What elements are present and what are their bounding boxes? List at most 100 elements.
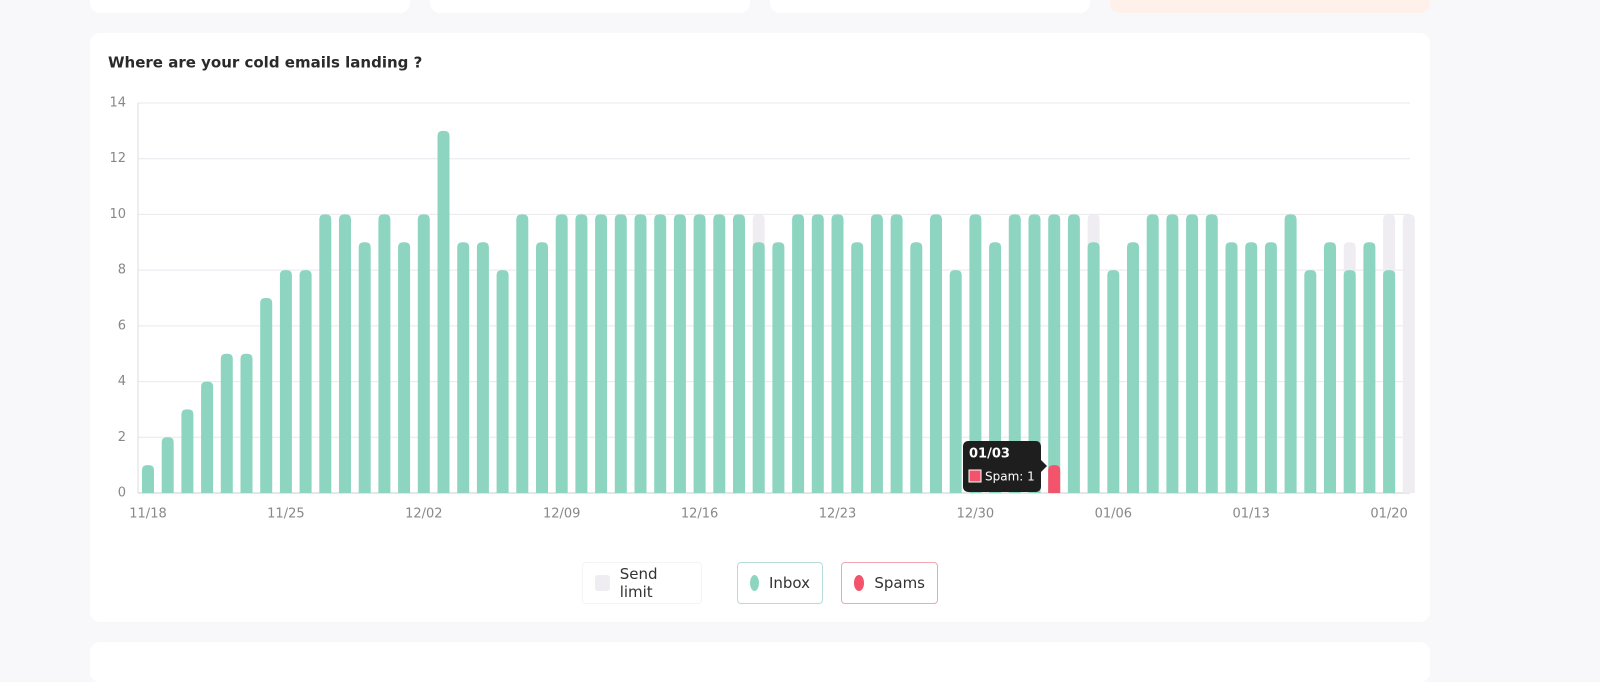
bar — [142, 465, 154, 493]
y-tick-label: 4 — [118, 374, 126, 389]
stat-card — [430, 0, 750, 13]
bar — [1166, 214, 1179, 493]
bar — [1048, 214, 1061, 493]
x-tick-label: 01/20 — [1370, 507, 1407, 522]
bar — [378, 214, 391, 493]
bar — [1383, 270, 1396, 493]
tooltip-title: 01/03 — [969, 447, 1010, 462]
bar — [1205, 214, 1218, 493]
legend-label: Spams — [874, 574, 925, 592]
bar — [949, 270, 962, 493]
bar — [1028, 214, 1041, 493]
legend-label: Send limit — [619, 565, 658, 601]
legend-label: Inbox — [768, 574, 810, 592]
bar — [161, 437, 174, 493]
bar — [1225, 242, 1238, 493]
bar — [673, 214, 686, 493]
bar — [1402, 214, 1415, 493]
bar — [1343, 270, 1356, 493]
bar — [792, 214, 805, 493]
bar — [496, 270, 509, 493]
bar — [220, 353, 233, 493]
bar — [752, 242, 765, 493]
tooltip: 01/03 Spam: 1 — [963, 441, 1047, 492]
bar — [1324, 242, 1336, 493]
y-tick-label: 0 — [118, 486, 126, 501]
y-tick-label: 12 — [109, 151, 126, 166]
legend-item[interactable]: Spams — [841, 562, 938, 604]
bar — [1008, 214, 1021, 493]
bar — [575, 214, 588, 493]
bar — [851, 242, 864, 493]
bar — [555, 214, 568, 493]
legend-swatch — [750, 575, 759, 591]
bar — [890, 214, 903, 493]
bar — [417, 214, 430, 493]
bar — [654, 214, 667, 493]
x-tick-label: 12/09 — [543, 507, 580, 522]
legend-item[interactable]: Inbox — [737, 562, 823, 604]
bar — [516, 214, 529, 493]
bar — [299, 270, 312, 493]
bar — [457, 242, 470, 493]
page: Where are your cold emails landing ? 0 2 4… — [90, 0, 1430, 604]
bar — [969, 214, 982, 493]
y-tick-label: 14 — [109, 96, 126, 111]
bar — [989, 242, 1002, 493]
bar — [1264, 242, 1277, 493]
bar — [437, 130, 450, 493]
bar — [1127, 242, 1139, 493]
bar — [339, 214, 351, 493]
chart: Where are your cold emails landing ? 0 2 4… — [108, 54, 1415, 522]
stat-card — [90, 0, 410, 13]
stat-card — [770, 0, 1090, 13]
y-tick-label: 2 — [118, 430, 126, 445]
bar — [1067, 214, 1080, 493]
x-tick-label: 12/30 — [957, 507, 994, 522]
x-tick-label: 11/18 — [129, 507, 166, 522]
bar — [811, 214, 824, 493]
bar — [831, 214, 844, 493]
bar — [713, 214, 726, 493]
bar — [260, 298, 273, 493]
tooltip-arrow — [1041, 460, 1047, 472]
bar — [1146, 214, 1159, 493]
y-tick-label: 10 — [109, 207, 126, 222]
x-tick-label: 12/16 — [681, 507, 718, 522]
bar — [1087, 242, 1100, 493]
bar — [279, 270, 292, 493]
bar — [1107, 270, 1120, 493]
bar — [634, 214, 647, 493]
bar — [1284, 214, 1297, 493]
bar — [181, 409, 194, 493]
legend-swatch — [854, 575, 865, 591]
bar — [910, 242, 923, 493]
bar — [693, 214, 706, 493]
bar — [1048, 465, 1061, 493]
bar — [201, 381, 214, 493]
bar — [870, 214, 883, 493]
bar — [476, 242, 489, 493]
bar — [614, 214, 627, 493]
legend-swatch — [595, 575, 610, 591]
y-tick-label: 8 — [118, 263, 126, 278]
x-tick-label: 01/13 — [1232, 507, 1269, 522]
bar — [772, 242, 785, 493]
bar — [398, 242, 411, 493]
bar — [319, 214, 332, 493]
x-tick-label: 12/02 — [405, 507, 442, 522]
tooltip-box — [963, 441, 1041, 492]
tooltip-swatch — [968, 469, 982, 483]
bar — [733, 214, 745, 493]
bar — [240, 353, 253, 493]
bar — [930, 214, 942, 493]
bar — [1186, 214, 1199, 493]
y-tick-label: 6 — [118, 318, 126, 333]
tooltip-label: Spam: 1 — [985, 470, 1035, 484]
x-tick-label: 01/06 — [1095, 507, 1132, 522]
bar — [1304, 270, 1317, 493]
legend-item[interactable]: Send limit — [582, 562, 702, 604]
x-tick-label: 11/25 — [267, 507, 304, 522]
bar — [536, 242, 548, 493]
bar — [358, 242, 371, 493]
